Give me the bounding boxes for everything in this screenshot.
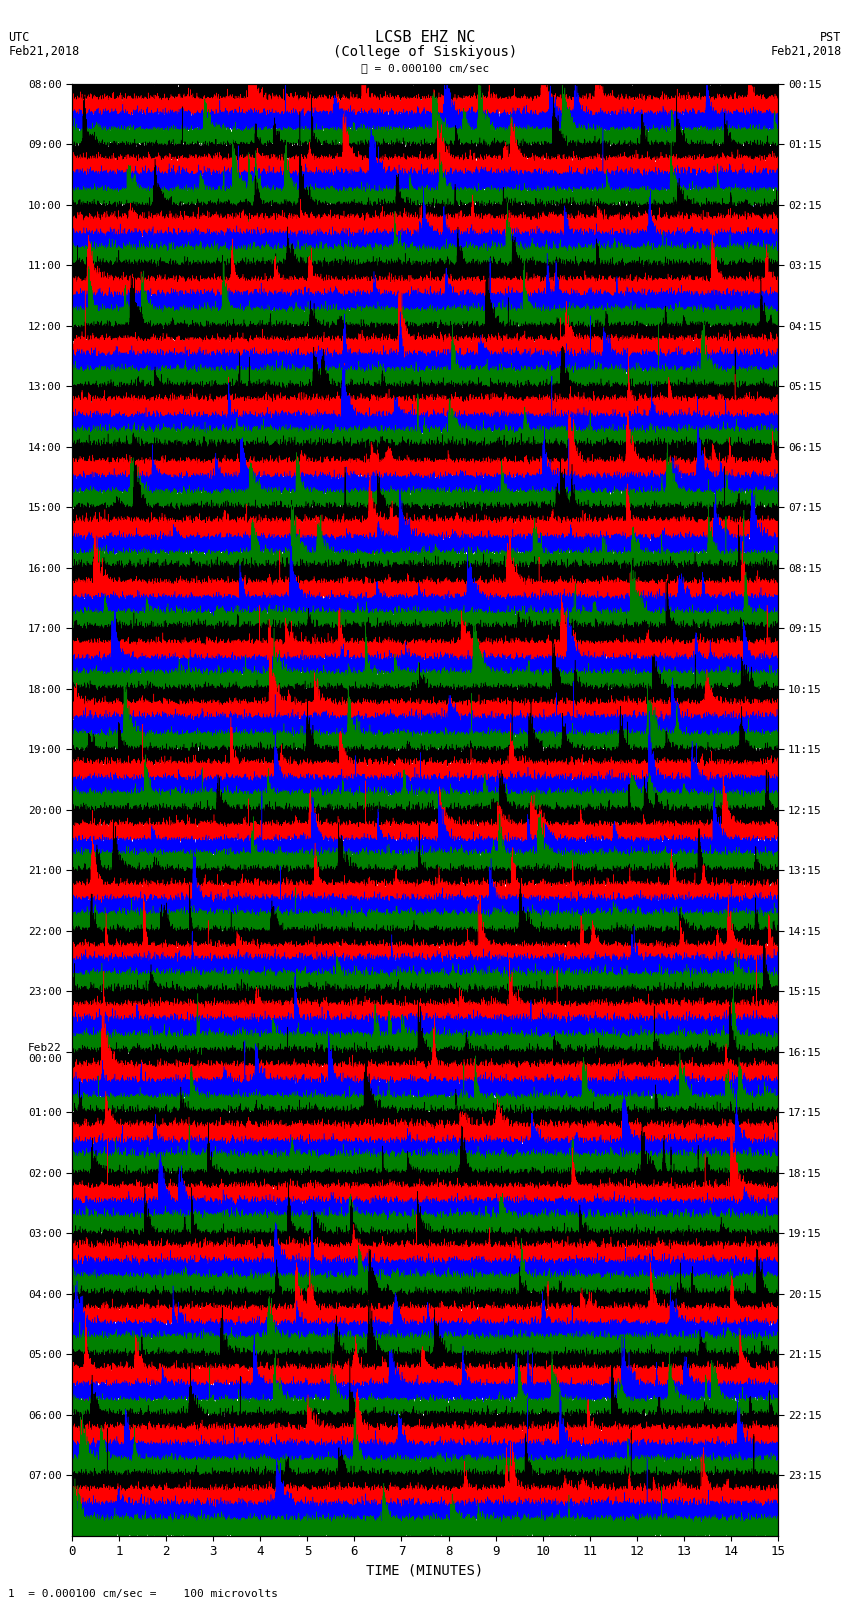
Text: PST: PST [820,31,842,44]
Text: ⎸ = 0.000100 cm/sec: ⎸ = 0.000100 cm/sec [361,63,489,73]
Text: (College of Siskiyous): (College of Siskiyous) [333,45,517,58]
X-axis label: TIME (MINUTES): TIME (MINUTES) [366,1565,484,1578]
Text: UTC: UTC [8,31,30,44]
Text: Feb21,2018: Feb21,2018 [8,45,80,58]
Text: 1  = 0.000100 cm/sec =    100 microvolts: 1 = 0.000100 cm/sec = 100 microvolts [8,1589,279,1598]
Text: LCSB EHZ NC: LCSB EHZ NC [375,29,475,45]
Text: Feb21,2018: Feb21,2018 [770,45,842,58]
